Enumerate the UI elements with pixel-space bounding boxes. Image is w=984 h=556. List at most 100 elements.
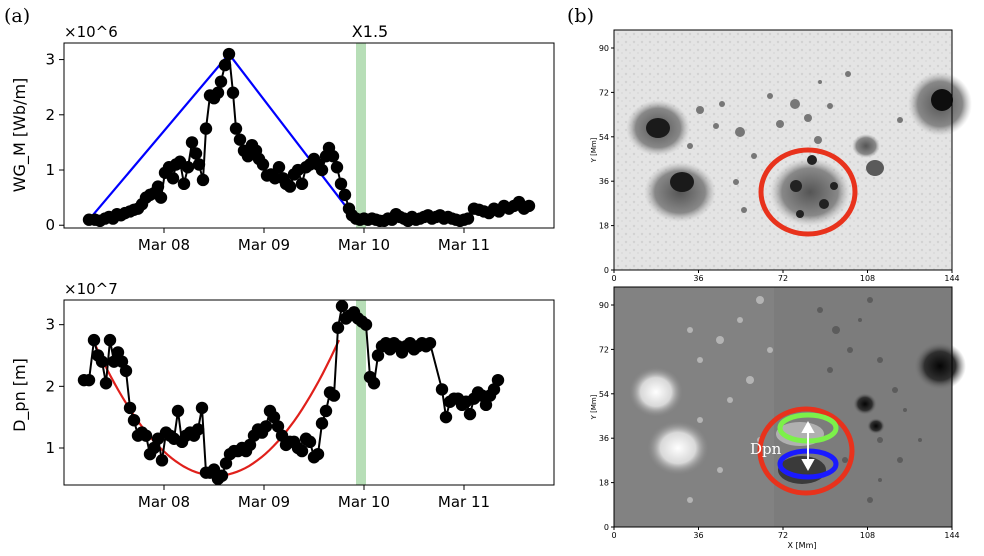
flare-band	[356, 43, 366, 228]
x-axis-ticks: Mar 08 Mar 09 Mar 10 Mar 11	[138, 485, 490, 511]
x-tick-label: Mar 08	[138, 493, 190, 511]
data-point	[154, 191, 168, 204]
data-point	[229, 122, 243, 135]
data-point	[491, 373, 505, 387]
data-point	[439, 410, 453, 424]
data-point	[218, 58, 232, 72]
data-point	[195, 401, 209, 415]
data-point	[272, 161, 286, 174]
data-point	[127, 414, 141, 427]
chart-dpn: Mar 08 Mar 09 Mar 10 Mar 11 1 2 3 ×10^7 D_pn …	[10, 280, 555, 511]
magnetogram-image: Dpn	[613, 286, 966, 528]
image-x-tick-label: 144	[944, 274, 959, 283]
data-point	[115, 355, 129, 368]
plot-frame	[63, 42, 555, 229]
image-y-tick-label: 54	[599, 133, 609, 142]
data-point	[82, 373, 96, 387]
image-x-tick-label: 72	[778, 531, 788, 540]
data-point	[315, 163, 329, 177]
data-point	[214, 75, 228, 88]
data-point	[463, 407, 477, 421]
data-point	[283, 180, 297, 193]
y-tick-label: 0	[45, 216, 55, 234]
data-point	[215, 469, 229, 482]
image-x-tick-label: 108	[860, 274, 875, 283]
data-point	[222, 47, 236, 61]
data-point	[181, 161, 195, 174]
data-point	[95, 355, 109, 368]
image-y-tick-label: 72	[599, 345, 609, 354]
y-multiplier: ×10^7	[64, 280, 118, 298]
data-point	[111, 346, 125, 359]
image-y-label: Y [Mm]	[590, 394, 598, 420]
image-y-tick-label: 0	[604, 523, 609, 532]
data-point	[87, 333, 101, 347]
data-point	[147, 441, 161, 455]
data-point	[479, 398, 493, 412]
y-axis-label: WG_M [Wb/m]	[10, 78, 30, 193]
data-point	[303, 435, 317, 449]
chart-wgm: Mar 08 Mar 09 Mar 10 Mar 11 0 1 2 3 ×10^6 X1.5…	[10, 22, 555, 254]
data-point	[185, 136, 199, 149]
data-point	[226, 86, 240, 99]
data-point	[166, 172, 180, 185]
data-point	[295, 177, 309, 191]
image-x-tick-label: 36	[693, 531, 703, 540]
image-x-tick-label: 72	[778, 274, 788, 283]
image-x-tick-label: 108	[860, 531, 875, 540]
separation-arrow	[801, 420, 815, 472]
data-point	[359, 318, 373, 331]
image-y-tick-label: 0	[604, 266, 609, 275]
image-y-tick-label: 54	[599, 390, 609, 399]
data-point	[338, 188, 352, 202]
data-point	[423, 336, 437, 350]
data-point	[271, 420, 285, 433]
flare-region-circle	[758, 147, 858, 237]
x-tick-label: Mar 08	[138, 236, 190, 254]
image-y-tick-label: 36	[599, 434, 609, 443]
x-tick-label: Mar 10	[338, 236, 390, 254]
data-point	[199, 122, 213, 135]
image-y-tick-label: 90	[599, 44, 609, 53]
data-point	[119, 364, 133, 378]
data-point	[177, 177, 191, 191]
data-point	[330, 161, 344, 174]
data-point	[267, 410, 281, 424]
data-point	[151, 180, 165, 193]
data-point	[367, 377, 381, 390]
image-y-label: Y [Mm]	[590, 137, 598, 163]
image-x-tick-label: 144	[944, 531, 959, 540]
chart-title: X1.5	[352, 22, 388, 41]
data-point	[99, 377, 113, 390]
data-point	[155, 454, 169, 467]
image-x-tick-label: 0	[611, 531, 616, 540]
data-point	[103, 333, 117, 347]
x-tick-label: Mar 09	[238, 236, 290, 254]
y-tick-label: 1	[45, 439, 55, 457]
series-points	[77, 299, 505, 486]
image-y-tick-label: 18	[599, 222, 609, 231]
dpn-annotation: Dpn	[750, 440, 782, 458]
data-point	[256, 158, 270, 171]
data-point	[522, 199, 536, 213]
y-axis-label: D_pn [m]	[10, 358, 30, 432]
data-point	[259, 420, 273, 433]
flare-band	[356, 300, 366, 485]
data-point	[295, 444, 309, 458]
y-axis-ticks: 0 1 2 3	[45, 51, 64, 234]
y-axis-ticks: 1 2 3	[45, 316, 64, 457]
x-tick-label: Mar 09	[238, 493, 290, 511]
data-point	[487, 383, 501, 396]
flare-band-rect	[356, 300, 366, 485]
data-point	[371, 349, 385, 362]
data-point	[331, 321, 345, 334]
data-point	[196, 173, 210, 187]
image-x-label: X [Mm]	[788, 541, 817, 550]
data-point	[123, 401, 137, 415]
data-point	[334, 177, 348, 191]
data-point	[461, 212, 475, 225]
data-point	[435, 383, 449, 396]
continuum-image	[613, 29, 972, 271]
